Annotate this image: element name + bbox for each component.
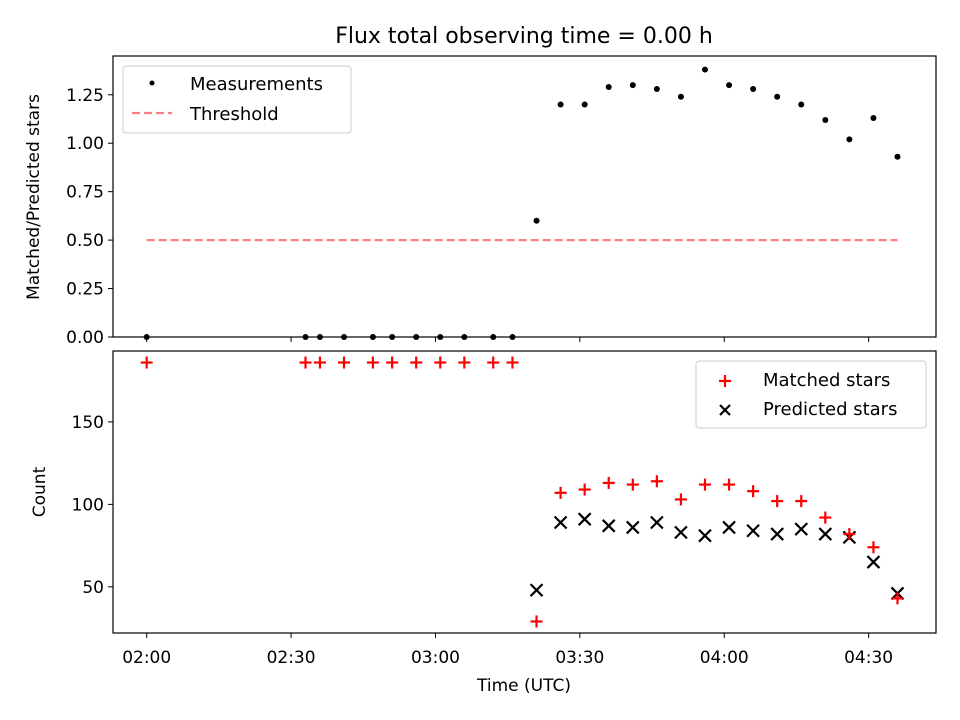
matched-star-point: [299, 356, 312, 369]
matched-star-point: [602, 476, 615, 489]
measurement-point: [774, 93, 781, 100]
matched-star-point: [891, 592, 904, 605]
matched-star-point: [366, 356, 379, 369]
matched-star-point: [674, 493, 687, 506]
measurement-point: [605, 84, 612, 91]
legend-predicted-marker: [719, 404, 731, 416]
top-y-tick-label: 0.75: [66, 183, 104, 203]
x-tick-label: 02:30: [267, 648, 316, 668]
matched-star-point: [487, 356, 500, 369]
measurement-point: [822, 116, 829, 123]
predicted-star-point: [553, 515, 568, 530]
bottom-y-axis-label: Count: [30, 466, 50, 517]
top-y-axis-label: Matched/Predicted stars: [24, 94, 44, 300]
top-y-tick-label: 1.25: [66, 86, 104, 106]
bottom-y-axis: 50 100 150: [72, 413, 113, 598]
top-panel: Flux total observing time = 0.00 h 0.000…: [24, 24, 937, 348]
x-tick-label: 03:30: [555, 648, 604, 668]
x-tick-label: 03:00: [411, 648, 460, 668]
measurement-point: [653, 85, 660, 92]
matched-star-point: [410, 356, 423, 369]
predicted-star-point: [626, 520, 640, 535]
matched-star-point: [530, 615, 543, 628]
measurement-point: [581, 101, 588, 108]
matched-star-point: [698, 478, 711, 491]
predicted-star-point: [794, 522, 809, 536]
matched-star-point: [795, 495, 808, 508]
chart-title: Flux total observing time = 0.00 h: [335, 24, 713, 49]
measurement-point: [557, 101, 564, 108]
top-legend-box: [122, 65, 352, 134]
predicted-star-point: [577, 512, 592, 526]
predicted-star-point: [866, 555, 881, 569]
bottom-legend: Matched stars Predicted stars: [695, 360, 927, 429]
matched-star-point: [771, 495, 784, 508]
legend-predicted-label: Predicted stars: [763, 399, 897, 420]
top-y-tick-label: 0.25: [66, 280, 104, 300]
measurement-point: [894, 153, 901, 160]
measurement-point: [846, 136, 853, 143]
x-tick-label: 04:00: [700, 648, 749, 668]
measurement-point: [629, 82, 636, 89]
matched-star-point: [578, 483, 591, 496]
top-y-tick-label: 0.50: [66, 231, 104, 251]
matched-star-point: [747, 485, 760, 498]
predicted-star-point: [529, 583, 544, 597]
measurement-point: [677, 93, 684, 100]
predicted-star-point: [722, 520, 736, 535]
matched-star-point: [458, 356, 471, 369]
x-tick-label: 02:00: [122, 648, 171, 668]
bottom-x-axis: 02:00 02:30 03:00 03:30 04:00 04:30: [122, 633, 893, 668]
legend-threshold-label: Threshold: [189, 104, 279, 125]
measurement-point: [750, 85, 757, 92]
predicted-star-point: [770, 527, 784, 541]
matched-star-point: [386, 356, 399, 369]
matched-star-point: [140, 356, 153, 369]
legend-matched-label: Matched stars: [763, 370, 890, 391]
bottom-legend-box: [695, 360, 927, 429]
matched-star-point: [338, 356, 351, 369]
bottom-data-layer: [140, 356, 905, 628]
top-y-tick-label: 0.00: [66, 328, 104, 348]
matched-star-point: [313, 356, 326, 369]
measurement-point: [701, 66, 708, 73]
measurement-point: [870, 115, 877, 122]
top-axes-frame: [112, 55, 937, 338]
predicted-star-point: [674, 525, 688, 540]
measurement-point: [533, 217, 540, 224]
legend-measurements-label: Measurements: [190, 74, 323, 95]
bottom-y-tick-label: 50: [82, 578, 104, 598]
matched-star-point: [843, 528, 856, 541]
predicted-star-point: [650, 515, 664, 530]
predicted-star-point: [698, 528, 712, 543]
bottom-y-tick-label: 100: [72, 495, 104, 515]
matched-star-point: [626, 478, 639, 491]
measurement-point: [798, 101, 805, 108]
matched-star-point: [434, 356, 447, 369]
top-y-axis: 0.00 0.25 0.50 0.75 1.00 1.25: [66, 86, 113, 348]
top-legend: Measurements Threshold: [122, 65, 352, 134]
bottom-y-tick-label: 150: [72, 413, 104, 433]
predicted-star-point: [746, 523, 760, 538]
x-axis-label: Time (UTC): [476, 676, 571, 696]
measurement-point: [726, 82, 733, 89]
predicted-star-point: [818, 527, 833, 541]
matched-star-point: [554, 486, 567, 499]
matched-star-point: [819, 511, 832, 524]
matched-star-point: [650, 475, 663, 488]
predicted-star-point: [601, 519, 616, 533]
matched-star-point: [867, 541, 880, 554]
matched-star-point: [723, 478, 736, 491]
x-tick-label: 04:30: [844, 648, 893, 668]
matched-star-point: [506, 356, 519, 369]
top-y-tick-label: 1.00: [66, 134, 104, 154]
bottom-axes-frame: [112, 350, 937, 634]
top-x-ticks: [146, 337, 870, 342]
legend-measurements-marker: [149, 80, 155, 86]
legend-matched-marker: [719, 375, 731, 387]
